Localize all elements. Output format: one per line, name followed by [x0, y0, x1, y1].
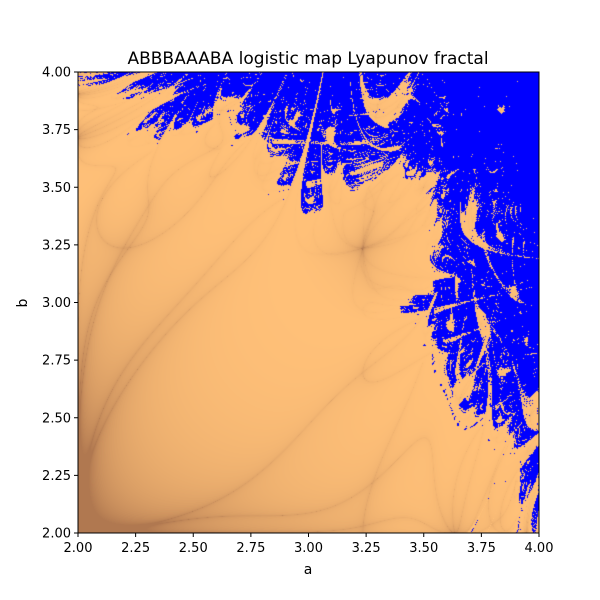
y-tick-label: 2.25 — [42, 469, 71, 484]
x-tick-label: 2.50 — [179, 541, 208, 556]
plot-frame — [77, 71, 540, 534]
chart-title: ABBBAAABA logistic map Lyapunov fractal — [127, 49, 488, 69]
y-tick-label: 2.00 — [42, 527, 71, 542]
y-tick-label: 2.75 — [42, 354, 71, 369]
x-tick-label: 3.75 — [467, 541, 496, 556]
y-tick-label: 3.25 — [42, 238, 71, 253]
y-tick-label: 3.75 — [42, 123, 71, 138]
y-tick-label: 3.50 — [42, 181, 71, 196]
y-tick-label: 4.00 — [42, 66, 71, 81]
x-tick-label: 4.00 — [525, 541, 554, 556]
x-tick-label: 2.75 — [236, 541, 265, 556]
x-axis-ticks: 2.00 2.25 2.50 2.75 3.00 3.25 3.50 3.75 4.00 — [64, 533, 554, 556]
y-tick-label: 3.00 — [42, 296, 71, 311]
x-tick-label: 2.25 — [121, 541, 150, 556]
y-axis-label: b — [15, 298, 31, 307]
x-tick-label: 3.00 — [294, 541, 323, 556]
x-tick-label: 2.00 — [64, 541, 93, 556]
y-tick-label: 2.50 — [42, 411, 71, 426]
x-tick-label: 3.25 — [352, 541, 381, 556]
x-tick-label: 3.50 — [409, 541, 438, 556]
x-axis-label: a — [304, 562, 313, 578]
y-axis-ticks: 2.00 2.25 2.50 2.75 3.00 3.25 3.50 3.75 4.00 — [42, 66, 78, 542]
fractal-heatmap — [78, 72, 539, 533]
